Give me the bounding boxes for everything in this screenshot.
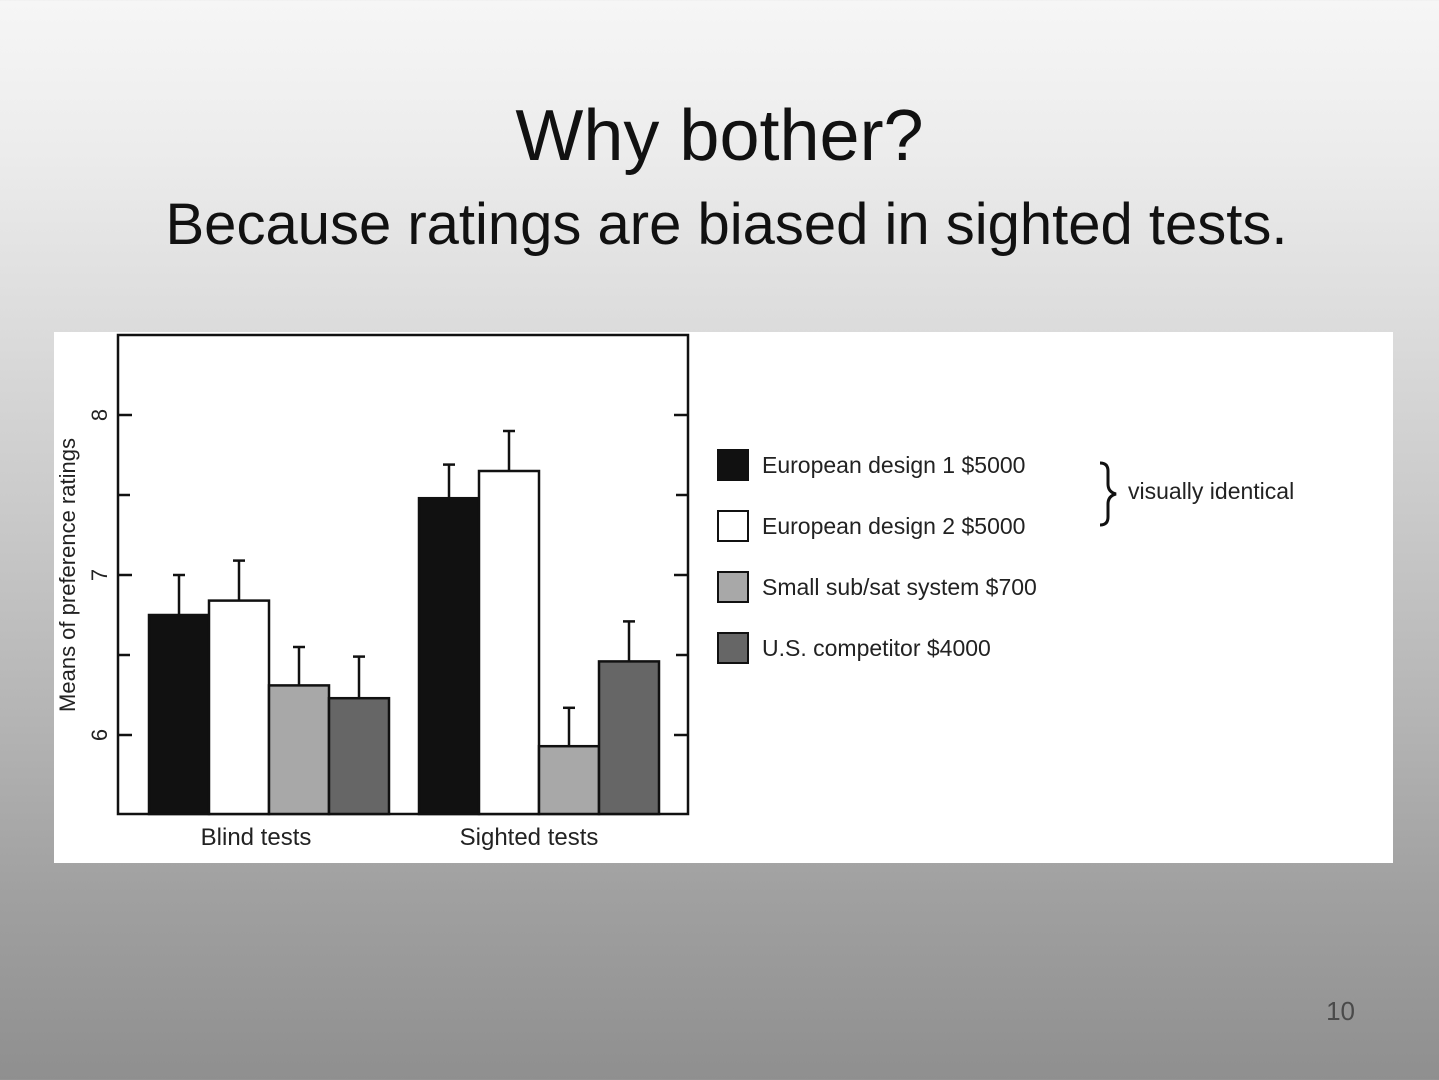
y-axis-label: Means of preference ratings [55,438,80,712]
brace-icon [1099,461,1117,527]
y-tick-label: 8 [87,409,112,421]
legend-swatch [717,571,749,603]
bar [597,660,661,816]
legend-label: European design 2 $5000 [762,513,1025,539]
y-axis: 6 7 8 [87,409,688,741]
legend-swatch [717,632,749,664]
bar [207,599,271,816]
bar-chart: 6 7 8 Means of preference ratings Blind te… [55,333,1294,851]
page-number: 10 [1326,996,1355,1026]
legend-label: European design 1 $5000 [762,452,1025,478]
bars [147,429,661,816]
bar [537,744,601,816]
bar [477,469,541,816]
legend-swatch [717,510,749,542]
legend-swatch [717,449,749,481]
y-tick-label: 6 [87,729,112,741]
bar [417,496,481,816]
bar [147,613,211,816]
bar [267,684,331,816]
y-tick-label: 7 [87,569,112,581]
figure-panel: 6 7 8 Means of preference ratings Blind te… [54,332,1393,863]
x-axis: Blind tests Sighted tests [201,824,599,851]
bar [327,696,391,816]
legend-label: Small sub/sat system $700 [762,574,1037,600]
x-category-label: Sighted tests [460,824,599,851]
legend-label: U.S. competitor $4000 [762,635,991,661]
annotation-visually-identical: visually identical [1128,478,1294,504]
slide-subtitle: Because ratings are biased in sighted te… [165,192,1288,257]
slide-title: Why bother? [515,96,924,176]
x-category-label: Blind tests [201,824,312,851]
legend: European design 1 $5000 European design 2… [717,449,1037,664]
